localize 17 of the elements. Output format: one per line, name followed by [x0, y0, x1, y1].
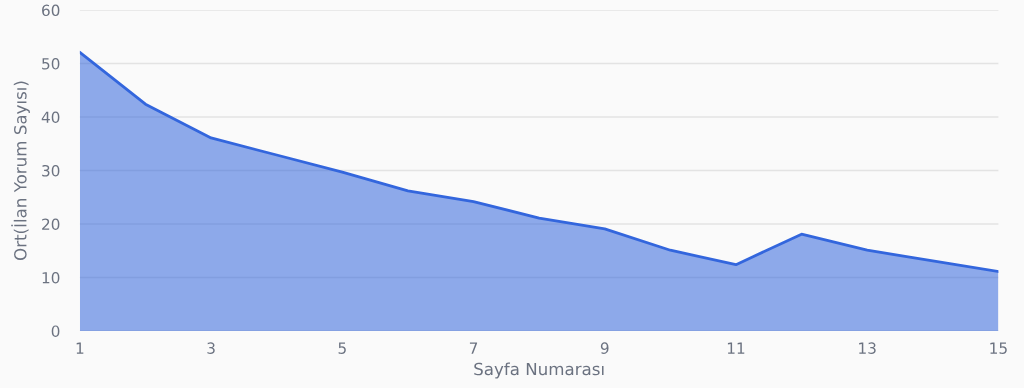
y-tick-label: 0 — [51, 325, 60, 337]
x-tick-label: 15 — [990, 342, 1007, 354]
y-tick-label: 40 — [41, 111, 60, 124]
x-axis-title: Sayfa Numarası — [474, 362, 604, 379]
y-tick-label: 10 — [42, 271, 60, 284]
x-tick-label: 5 — [338, 342, 346, 354]
y-tick-label: 50 — [42, 58, 60, 70]
y-tick-label: 20 — [42, 218, 60, 231]
x-tick-label: 1 — [76, 342, 84, 354]
y-axis-title: Ort(İlan Yorum Sayısı) — [11, 81, 30, 261]
y-tick-label: 60 — [42, 4, 60, 17]
x-tick-label: 11 — [727, 342, 745, 354]
x-tick-label: 7 — [469, 342, 478, 354]
y-tick-label: 30 — [42, 164, 60, 177]
x-tick-label: 13 — [859, 342, 876, 354]
x-tick-label: 3 — [207, 342, 215, 354]
x-tick-label: 9 — [600, 342, 609, 354]
